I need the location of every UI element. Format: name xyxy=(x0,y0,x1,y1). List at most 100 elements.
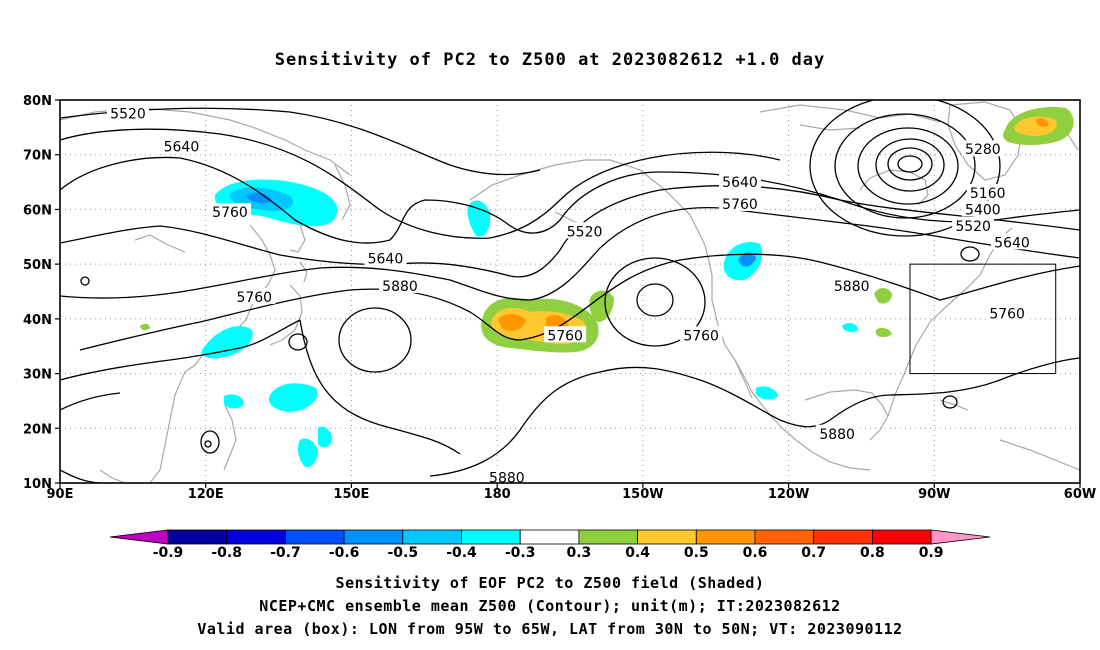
lat-tick-label: 40N xyxy=(23,313,52,328)
contour-label-bg xyxy=(209,203,251,220)
contour-label-bg xyxy=(966,184,1009,201)
colorbar-segment xyxy=(578,529,639,545)
lat-tick-label: 80N xyxy=(23,94,52,109)
contour-label: 5520 xyxy=(955,219,991,235)
colorbar-label: 0.9 xyxy=(919,545,944,561)
contour-line xyxy=(875,138,945,192)
colorbar-segment xyxy=(637,529,697,545)
contour-label: 5760 xyxy=(236,290,272,306)
lon-tick-label: 150E xyxy=(333,487,369,502)
shade-blob-neg-mexico xyxy=(756,386,778,400)
contour-line xyxy=(604,257,706,347)
colorbar-label: -0.8 xyxy=(211,545,242,561)
contour-label: 5760 xyxy=(989,306,1025,322)
colorbar-segment xyxy=(754,529,815,545)
lat-tick-label: 60N xyxy=(23,203,52,218)
colorbar-segment xyxy=(695,529,756,545)
contour-label-bg xyxy=(991,233,1033,250)
colorbar-segment xyxy=(813,529,873,545)
colorbar: -0.9 -0.8 -0.7 -0.6 -0.5 -0.4 -0.3 0.3 0.4 0.5 0.6… xyxy=(109,529,991,561)
contour-label: 5880 xyxy=(382,279,418,295)
contour-line xyxy=(60,185,1080,278)
shade-blob-neg-pacific-2 xyxy=(297,438,318,468)
contour-line xyxy=(809,100,1001,237)
colorbar-segment xyxy=(226,529,286,545)
lat-tick-label: 10N xyxy=(23,477,52,492)
map-plot-area: 5520564057605640576058805520576056405760… xyxy=(60,100,1080,487)
caption-valid-area: Valid area (box): LON from 95W to 65W, L… xyxy=(197,620,903,638)
contour-label-bg xyxy=(719,173,761,190)
contour-label-bg xyxy=(544,326,587,343)
shade-blob-pos-greatlakes xyxy=(874,288,892,304)
shade-blob-neg-pacific-1 xyxy=(268,383,318,412)
lon-tick-label: 60W xyxy=(1064,487,1096,502)
lon-tick-label: 150W xyxy=(622,487,663,502)
lat-tick-label: 50N xyxy=(23,258,52,273)
contour-line xyxy=(60,128,781,239)
caption-contour: NCEP+CMC ensemble mean Z500 (Contour); u… xyxy=(259,597,841,615)
shade-blob-neg-westcoast xyxy=(723,242,763,281)
lat-tick-label: 20N xyxy=(23,422,52,437)
shade-blob-pos-greenland xyxy=(1003,106,1074,145)
contour-line xyxy=(204,440,212,448)
colorbar-right-arrow xyxy=(930,529,991,545)
contour-line xyxy=(636,283,674,317)
contour-label-bg xyxy=(160,137,203,154)
colorbar-label: 0.4 xyxy=(625,545,650,561)
contour-label-bg xyxy=(830,277,873,294)
contour-line xyxy=(60,392,121,411)
colorbar-left-arrow xyxy=(109,529,169,545)
colorbar-segment xyxy=(519,529,580,545)
lat-tick-label: 30N xyxy=(23,368,52,383)
z500-contours xyxy=(60,100,1080,483)
contour-line xyxy=(60,156,1080,244)
contour-label: 5520 xyxy=(567,224,603,240)
colorbar-label: -0.9 xyxy=(153,545,184,561)
shade-blob-neg-pacific-3 xyxy=(318,426,332,448)
lon-tick-label: 120E xyxy=(188,487,224,502)
contour-label: 5640 xyxy=(994,235,1030,251)
colorbar-label: -0.3 xyxy=(505,545,536,561)
contour-line xyxy=(299,319,461,455)
lon-tick-label: 180 xyxy=(484,487,511,502)
contour-label: 5760 xyxy=(212,205,248,221)
contour-label: 5880 xyxy=(489,471,525,487)
shade-blob-neg-gulf xyxy=(842,323,858,333)
contour-line xyxy=(887,147,933,181)
contour-line xyxy=(200,430,220,454)
colorbar-label: -0.5 xyxy=(387,545,418,561)
contour-label-bg xyxy=(680,326,723,343)
valid-area-box xyxy=(909,263,1057,375)
colorbar-segment xyxy=(872,529,932,545)
colorbar-segment xyxy=(284,529,345,545)
coastlines xyxy=(60,101,1080,483)
map-frame xyxy=(59,99,1081,484)
contour-label: 5160 xyxy=(970,186,1006,202)
colorbar-label: 0.6 xyxy=(743,545,768,561)
contour-line xyxy=(429,357,1080,477)
contour-label-bg xyxy=(563,222,606,239)
contour-label-bg xyxy=(719,194,761,211)
colorbar-segment xyxy=(461,529,521,545)
contour-line xyxy=(60,469,101,483)
colorbar-label: -0.4 xyxy=(446,545,477,561)
contour-line xyxy=(288,333,308,351)
contour-label-bg xyxy=(379,277,421,294)
lon-tick-label: 120W xyxy=(768,487,809,502)
contour-line xyxy=(857,127,959,205)
colorbar-label: 0.3 xyxy=(566,545,591,561)
contour-line xyxy=(960,246,980,262)
lon-tick-label: 90E xyxy=(47,487,74,502)
shade-blob-neg-aleutian xyxy=(467,200,491,237)
chart-title: Sensitivity of PC2 to Z500 at 2023082612… xyxy=(274,50,826,70)
shade-blob-neg-philippines xyxy=(224,394,244,409)
shade-blob-pos-asia xyxy=(140,323,150,331)
contour-label-bg xyxy=(986,304,1029,321)
contour-line xyxy=(942,395,958,409)
colorbar-label: 0.5 xyxy=(684,545,709,561)
grid-lines xyxy=(60,100,1080,483)
contour-label-bg xyxy=(961,140,1004,157)
contour-label: 5880 xyxy=(819,427,855,443)
